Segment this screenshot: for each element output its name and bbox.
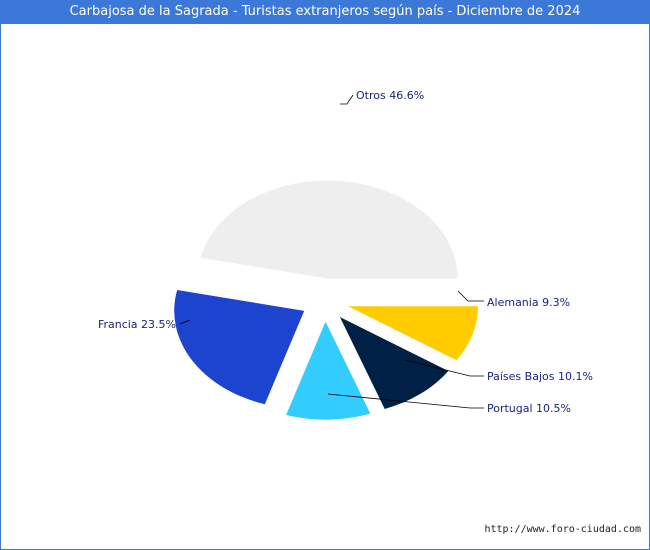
- chart-title: Carbajosa de la Sagrada - Turistas extra…: [0, 0, 650, 24]
- slice-label: Portugal 10.5%: [487, 402, 571, 415]
- pie-slices: [174, 180, 478, 420]
- leader-line: [179, 319, 191, 325]
- slice-label: Alemania 9.3%: [487, 296, 570, 309]
- pie-slice-portugal: [286, 321, 371, 420]
- pie-slice-alemania: [347, 306, 478, 361]
- pie-slice-francia: [174, 290, 305, 405]
- leader-line: [404, 359, 484, 377]
- slice-labels: Otros 46.6% Alemania 9.3% Países Bajos 10.…: [98, 89, 593, 415]
- leader-line: [457, 290, 484, 302]
- pie-slice-otros: [200, 180, 458, 279]
- slice-label: Países Bajos 10.1%: [487, 370, 593, 383]
- leader-line: [340, 94, 354, 105]
- slice-label: Otros 46.6%: [356, 89, 424, 102]
- leader-line: [327, 393, 484, 409]
- slice-label: Francia 23.5%: [98, 318, 176, 331]
- leader-lines: [179, 94, 484, 409]
- pie-slice-paises-bajos: [339, 316, 449, 409]
- source-url: http://www.foro-ciudad.com: [484, 524, 641, 535]
